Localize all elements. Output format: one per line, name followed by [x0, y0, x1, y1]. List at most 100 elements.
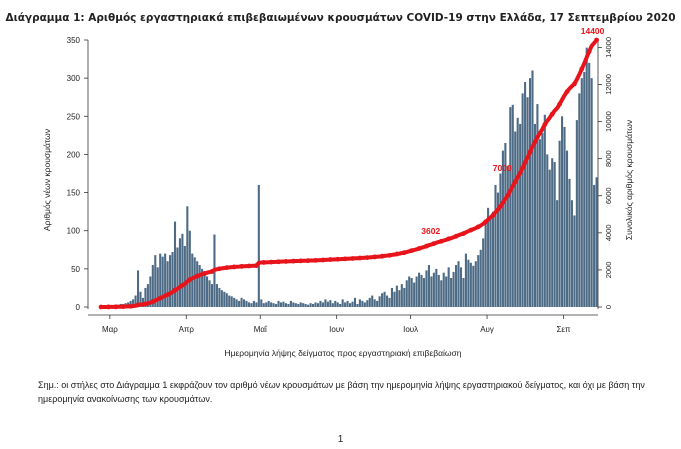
y2-tick-label: 10000	[604, 111, 613, 132]
daily-cases-bar	[408, 276, 411, 307]
cumulative-point	[128, 303, 134, 309]
daily-cases-bar	[215, 284, 218, 307]
daily-cases-bar	[504, 142, 507, 307]
cumulative-point	[298, 258, 304, 264]
covid-cases-chart: 0 50 100 150 200 250 300 350 0 2000 4000 6000 8000 10…	[42, 26, 634, 358]
daily-cases-bar	[344, 302, 347, 307]
daily-cases-bar	[440, 280, 443, 307]
daily-cases-bar	[516, 117, 519, 307]
x-tick-label: Ιουλ	[403, 325, 418, 334]
daily-cases-bar	[536, 104, 539, 307]
daily-cases-bar	[561, 116, 564, 308]
daily-cases-bar	[521, 93, 524, 308]
cumulative-point	[283, 259, 289, 264]
daily-cases-bar	[565, 150, 569, 307]
daily-cases-bar	[319, 300, 322, 307]
cumulative-point	[120, 304, 126, 310]
cumulative-point	[505, 193, 511, 198]
daily-cases-bar	[196, 261, 199, 307]
cumulative-point	[416, 246, 422, 251]
cumulative-point	[187, 277, 193, 283]
y-tick-label: 150	[67, 189, 81, 198]
daily-cases-bar	[435, 268, 438, 307]
daily-cases-bar	[474, 261, 477, 307]
daily-cases-bar	[395, 285, 398, 307]
daily-cases-bar	[420, 274, 423, 307]
daily-cases-bar	[178, 238, 181, 307]
daily-cases-bar	[588, 62, 591, 308]
x-tick-label: Σεπ	[556, 325, 571, 334]
cumulative-point	[320, 257, 326, 263]
cumulative-point	[350, 256, 355, 261]
daily-cases-bar	[267, 300, 270, 307]
daily-cases-bar	[334, 300, 337, 307]
cumulative-point	[461, 231, 466, 236]
daily-cases-bar	[164, 253, 167, 307]
cumulative-point	[327, 257, 333, 262]
daily-cases-bar	[210, 284, 214, 307]
daily-cases-bar	[307, 304, 310, 307]
cumulative-point	[594, 37, 599, 43]
daily-cases-bar	[418, 272, 421, 307]
cumulative-point	[527, 149, 533, 155]
x-axis-label: Ημερομηνία λήψης δείγματος προς εργαστηρ…	[224, 348, 461, 358]
cumulative-point	[143, 301, 148, 307]
daily-cases-bar	[405, 280, 408, 307]
daily-cases-bar	[538, 139, 541, 307]
cumulative-value-label: 7000	[493, 163, 512, 173]
daily-cases-bar	[201, 268, 204, 307]
y2-tick-label: 0	[604, 305, 613, 309]
daily-cases-bar	[410, 278, 413, 307]
cumulative-point	[424, 243, 429, 249]
cumulative-point	[438, 238, 444, 244]
daily-cases-bar	[302, 303, 305, 307]
daily-cases-bar	[166, 261, 169, 307]
daily-cases-bar	[265, 302, 268, 307]
cumulative-point	[483, 219, 489, 225]
daily-cases-bar	[383, 291, 386, 307]
chart-title: Διάγραμμα 1: Αριθμός εργαστηριακά επιβεβ…	[5, 12, 676, 24]
daily-cases-bar	[430, 276, 433, 307]
cumulative-point	[498, 203, 503, 209]
cumulative-point	[261, 260, 267, 265]
cumulative-point	[379, 253, 385, 259]
daily-cases-bar	[169, 255, 172, 307]
cumulative-cases-line	[98, 37, 599, 310]
daily-cases-bar	[403, 287, 406, 307]
y2-tick-label: 12000	[604, 74, 613, 95]
daily-cases-bar	[351, 301, 354, 307]
cumulative-point	[357, 255, 363, 261]
daily-cases-bar	[422, 278, 426, 307]
cumulative-point	[313, 257, 318, 263]
y2-axis-label: Συνολικός αριθμός κρουσμάτων	[624, 120, 634, 240]
y-tick-label: 100	[67, 227, 81, 236]
daily-cases-bar	[398, 290, 401, 307]
x-tick-label: Μαΐ	[254, 325, 268, 334]
cumulative-point	[401, 250, 407, 256]
daily-cases-bar	[585, 47, 588, 307]
y-tick-label: 200	[67, 150, 81, 159]
cumulative-point	[387, 252, 392, 258]
daily-cases-bar	[499, 173, 502, 307]
cumulative-point	[468, 227, 474, 233]
daily-cases-bar	[491, 211, 495, 307]
cumulative-point	[157, 295, 163, 301]
daily-cases-bar	[366, 300, 369, 307]
daily-cases-bar	[388, 297, 391, 307]
cumulative-point	[135, 302, 141, 308]
y-axis-label: Αριθμός νέων κρουσμάτων	[42, 129, 52, 231]
daily-cases-bar	[447, 267, 450, 307]
cumulative-point	[165, 292, 171, 298]
cumulative-point	[542, 122, 548, 127]
daily-cases-bar	[245, 300, 248, 307]
daily-cases-bar	[479, 249, 482, 307]
daily-cases-bar	[203, 272, 206, 307]
daily-cases-bar	[304, 303, 307, 307]
daily-cases-bar	[442, 272, 445, 307]
daily-cases-bar	[511, 104, 514, 307]
daily-cases-bar	[233, 297, 236, 307]
daily-cases-bar	[558, 140, 561, 307]
daily-cases-bar	[324, 299, 327, 307]
daily-cases-bar	[339, 303, 342, 307]
daily-cases-bar	[427, 265, 430, 307]
